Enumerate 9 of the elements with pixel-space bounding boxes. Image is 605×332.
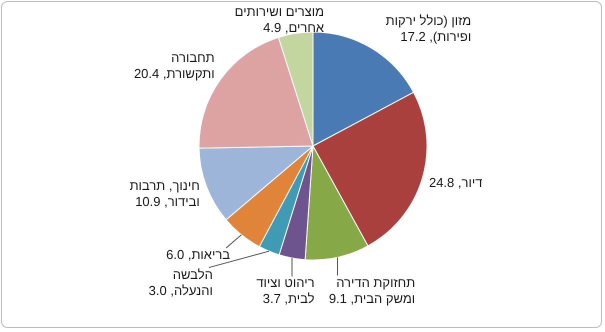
slice-label: דיור, 24.8 bbox=[428, 174, 482, 191]
slice-label: תחבורה ותקשורת, 20.4 bbox=[132, 50, 215, 82]
slice-label: תחזוקת הדירה ומשק הבית, 9.1 bbox=[328, 274, 416, 307]
slice-label: מוצרים ושירותים אחרים, 4.9 bbox=[234, 4, 324, 36]
slice-label: הלבשה והנעלה, 3.0 bbox=[148, 266, 213, 299]
slice-label: חינוך, תרבות ובידור, 10.9 bbox=[128, 178, 200, 210]
slice-label: מזון (כולל ירקות ופירות), 17.2 bbox=[384, 12, 472, 45]
slice-label: בריאות, 6.0 bbox=[166, 246, 230, 263]
slice-label: ריהוט וציוד לבית, 3.7 bbox=[255, 275, 315, 308]
